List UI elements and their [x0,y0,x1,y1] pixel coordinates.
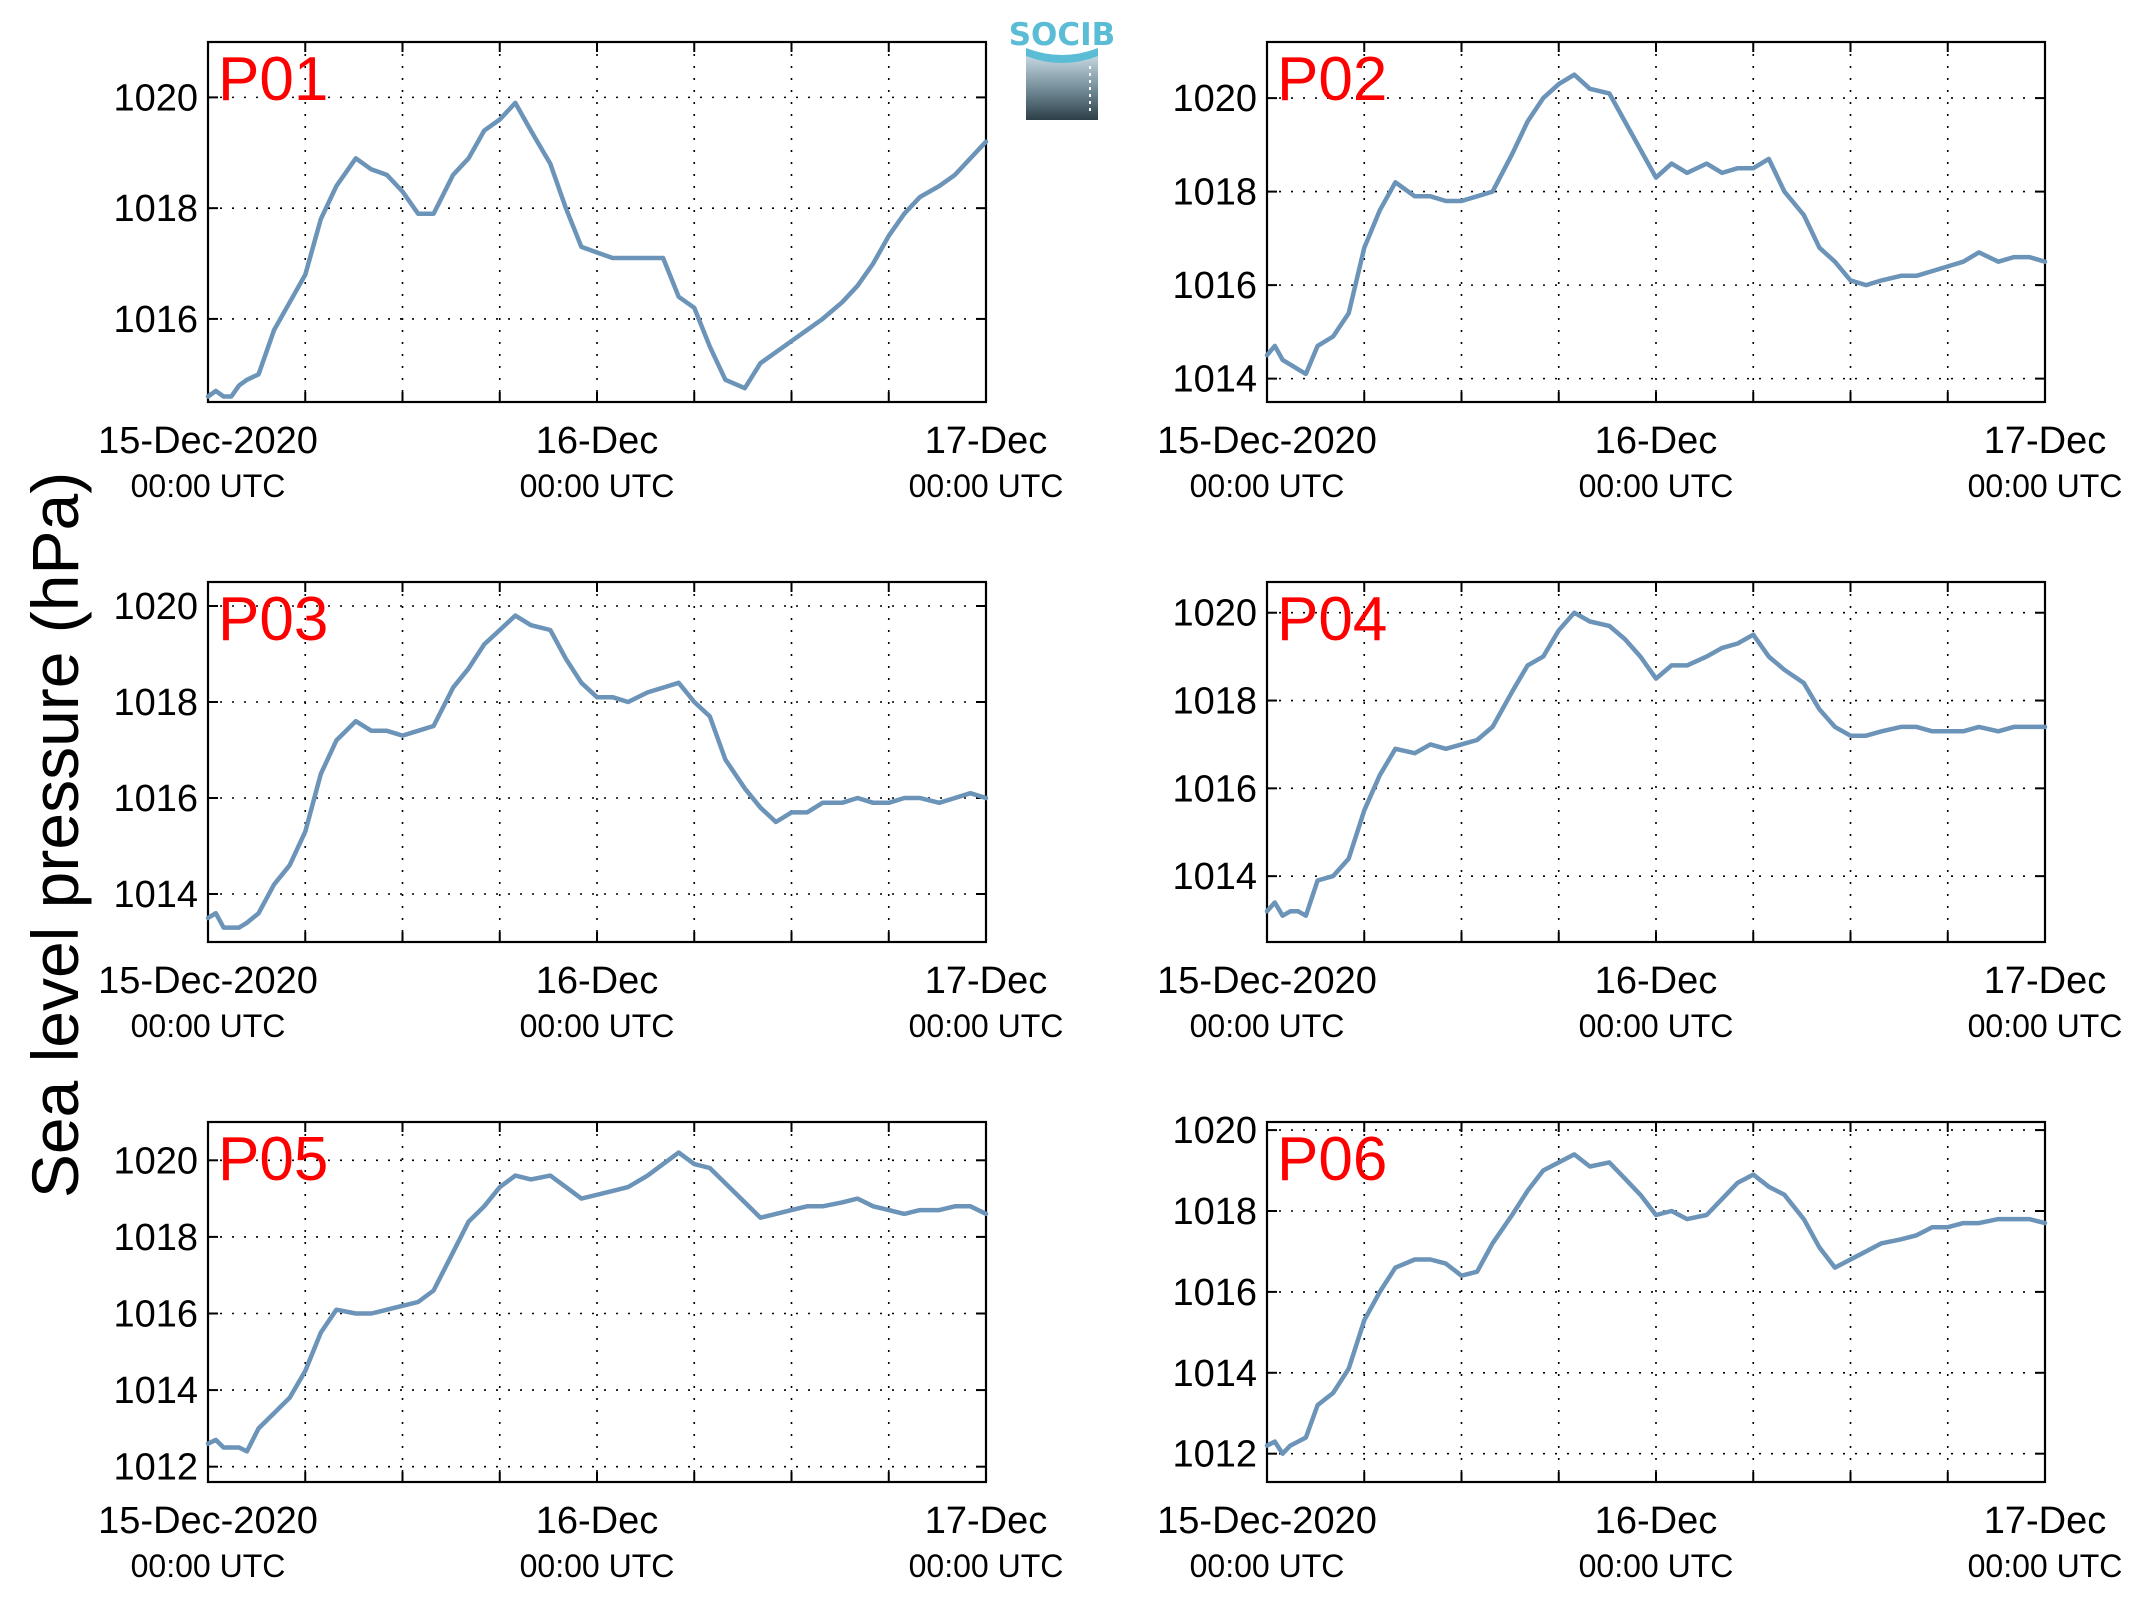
y-tick-label: 1014 [1172,359,1257,401]
x-tick-label: 15-Dec-2020 [98,960,318,1002]
x-tick-label: 16-Dec [536,420,659,462]
x-tick-sublabel: 00:00 UTC [1579,1008,1734,1044]
panel-label: P02 [1277,45,1387,114]
x-tick-label: 15-Dec-2020 [1157,960,1377,1002]
y-tick-label: 1018 [113,1217,198,1259]
x-tick-label: 15-Dec-2020 [98,1500,318,1542]
x-tick-sublabel: 00:00 UTC [1579,1548,1734,1584]
y-tick-label: 1016 [1172,1272,1257,1314]
panel-label: P06 [1277,1125,1387,1194]
x-tick-label: 16-Dec [1595,960,1718,1002]
panel-p03: 1014 1016 1018 1020 15-Dec-2020 00:00 UTC 16-D… [98,580,1064,1044]
x-tick-sublabel: 00:00 UTC [1190,1008,1345,1044]
x-tick-sublabel: 00:00 UTC [520,468,675,504]
x-tick-label: 16-Dec [536,960,659,1002]
pressure-series-line [205,1150,989,1454]
x-tick-sublabel: 00:00 UTC [909,1548,1064,1584]
x-tick-label: 17-Dec [1984,1500,2107,1542]
pressure-series-line [205,613,989,930]
pressure-series-line [1264,1152,2048,1456]
y-tick-label: 1012 [1172,1434,1257,1476]
y-tick-label: 1016 [1172,768,1257,810]
y-tick-label: 1018 [1172,681,1257,723]
x-tick-sublabel: 00:00 UTC [1190,468,1345,504]
y-tick-label: 1016 [113,299,198,341]
x-tick-label: 17-Dec [925,1500,1048,1542]
x-tick-label: 17-Dec [1984,960,2107,1002]
y-tick-label: 1014 [113,1370,198,1412]
pressure-series-line [1264,610,2048,918]
panel-label: P01 [218,45,328,114]
y-tick-label: 1014 [113,874,198,916]
x-tick-label: 16-Dec [1595,420,1718,462]
x-tick-sublabel: 00:00 UTC [909,1008,1064,1044]
panel-label: P04 [1277,585,1387,654]
y-tick-label: 1020 [1172,1110,1257,1152]
x-tick-label: 17-Dec [925,960,1048,1002]
x-tick-sublabel: 00:00 UTC [1968,1548,2123,1584]
y-tick-label: 1014 [1172,856,1257,898]
x-tick-sublabel: 00:00 UTC [909,468,1064,504]
plot-frame [206,1120,988,1484]
y-tick-label: 1020 [113,586,198,628]
y-tick-label: 1014 [1172,1353,1257,1395]
y-tick-label: 1016 [1172,265,1257,307]
panel-p05: 1012 1014 1016 1018 1020 15-Dec-2020 00:00 UTC… [98,1120,1064,1584]
x-tick-label: 15-Dec-2020 [98,420,318,462]
x-tick-sublabel: 00:00 UTC [520,1008,675,1044]
pressure-series-line [205,100,989,399]
y-tick-label: 1018 [113,682,198,724]
x-tick-sublabel: 00:00 UTC [1190,1548,1345,1584]
panel-label: P03 [218,585,328,654]
plot-frame [1265,580,2047,944]
logo-text: SOCIB [1009,17,1116,53]
x-tick-sublabel: 00:00 UTC [1579,468,1734,504]
panel-p01: 1016 1018 1020 15-Dec-2020 00:00 UTC 16-Dec 00… [98,40,1064,504]
plot-frame [206,580,988,944]
plot-frame [1265,40,2047,404]
x-tick-sublabel: 00:00 UTC [1968,468,2123,504]
x-tick-sublabel: 00:00 UTC [520,1548,675,1584]
y-tick-label: 1018 [1172,172,1257,214]
x-tick-label: 15-Dec-2020 [1157,1500,1377,1542]
panel-p04: 1014 1016 1018 1020 15-Dec-2020 00:00 UTC 16-D… [1157,580,2123,1044]
x-tick-sublabel: 00:00 UTC [131,1548,286,1584]
pressure-series-line [1264,72,2048,377]
x-tick-label: 16-Dec [536,1500,659,1542]
panel-p06: 1012 1014 1016 1018 1020 15-Dec-2020 00:00 UTC… [1157,1110,2122,1584]
x-tick-sublabel: 00:00 UTC [131,468,286,504]
plot-frame [206,40,988,404]
y-axis-label: Sea level pressure (hPa) [18,472,92,1198]
panel-p02: 1014 1016 1018 1020 15-Dec-2020 00:00 UTC 16-D… [1157,40,2123,504]
y-tick-label: 1020 [113,77,198,119]
socib-logo: SOCIB [1009,17,1116,120]
y-tick-label: 1020 [1172,78,1257,120]
panel-label: P05 [218,1125,328,1194]
y-tick-label: 1016 [113,778,198,820]
y-tick-label: 1012 [113,1447,198,1489]
x-tick-label: 17-Dec [925,420,1048,462]
y-tick-label: 1018 [1172,1191,1257,1233]
y-tick-label: 1016 [113,1293,198,1335]
y-tick-label: 1020 [113,1140,198,1182]
y-tick-label: 1018 [113,188,198,230]
x-tick-sublabel: 00:00 UTC [131,1008,286,1044]
plot-frame [1265,1120,2047,1484]
x-tick-label: 17-Dec [1984,420,2107,462]
y-tick-label: 1020 [1172,593,1257,635]
x-tick-label: 15-Dec-2020 [1157,420,1377,462]
x-tick-label: 16-Dec [1595,1500,1718,1542]
x-tick-sublabel: 00:00 UTC [1968,1008,2123,1044]
